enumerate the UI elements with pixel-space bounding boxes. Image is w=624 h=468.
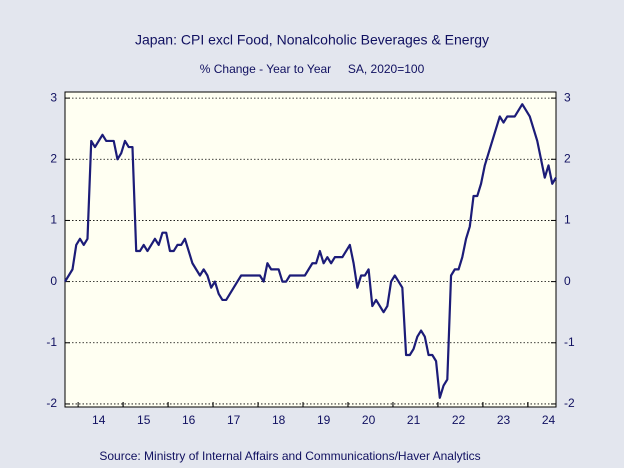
y2-tick-label: -1 [564,335,575,349]
x-tick-label: 20 [362,413,376,427]
x-tick-label: 23 [497,413,511,427]
y2-tick-label: 2 [564,151,571,165]
chart-subtitle: % Change - Year to Year SA, 2020=100 [200,62,425,76]
data-line [64,103,557,399]
x-tick-label: 17 [227,413,241,427]
x-tick-label: 21 [407,413,421,427]
y-tick-label: 1 [50,213,57,227]
y2-tick-label: 0 [564,274,571,288]
x-tick-label: 19 [317,413,331,427]
source: Source: Ministry of Internal Affairs and… [99,449,480,463]
x-tick-label: 14 [92,413,106,427]
x-tick-label: 22 [452,413,466,427]
y2-tick-label: -2 [564,396,575,410]
x-tick-label: 15 [137,413,151,427]
x-tick-label: 16 [182,413,196,427]
y-tick-label: -1 [46,335,57,349]
y-tick-label: 3 [50,90,57,104]
x-tick-label: 24 [542,413,556,427]
y2-tick-label: 1 [564,213,571,227]
y-tick-label: -2 [46,396,57,410]
chart-title: Japan: CPI excl Food, Nonalcoholic Bever… [135,32,489,48]
y2-tick-label: 3 [564,90,571,104]
x-tick-label: 18 [272,413,286,427]
y-tick-label: 2 [50,151,57,165]
plot-area [64,91,557,408]
y-tick-label: 0 [50,274,57,288]
